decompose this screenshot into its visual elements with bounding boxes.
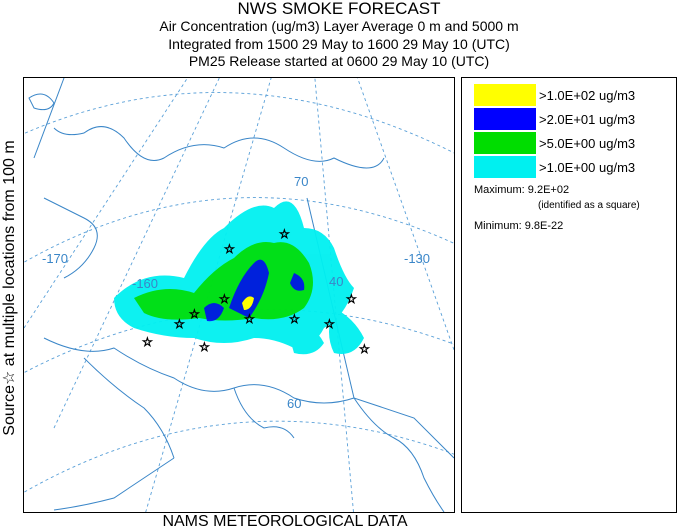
subtitle-release-time: PM25 Release started at 0600 29 May 10 (… <box>188 53 490 69</box>
source-star: ☆ <box>244 312 255 326</box>
source-star: ☆ <box>279 227 290 241</box>
source-star: ☆ <box>219 292 230 306</box>
subtitle-concentration: Air Concentration (ug/m3) Layer Average … <box>159 18 519 34</box>
legend-label: >5.0E+00 ug/m3 <box>539 135 636 151</box>
legend-panel: >1.0E+02 ug/m3 >2.0E+01 ug/m3 >5.0E+00 u… <box>461 77 677 513</box>
legend-label: >1.0E+02 ug/m3 <box>539 87 636 103</box>
legend-swatch <box>474 156 536 178</box>
smoke-plume-layer-2 <box>134 242 313 321</box>
smoke-plume-layer-3 <box>204 259 305 322</box>
source-star: ☆ <box>324 317 335 331</box>
source-star: ☆ <box>224 242 235 256</box>
legend-label: >1.0E+00 ug/m3 <box>539 159 636 175</box>
maximum-note: (identified as a square) <box>538 200 640 211</box>
source-markers: ☆ ☆ ☆ ☆ ☆ ☆ ☆ ☆ ☆ ☆ ☆ ☆ <box>142 227 371 357</box>
legend-item: >2.0E+01 ug/m3 <box>474 108 635 130</box>
coastline <box>28 78 454 512</box>
legend-swatch <box>474 132 536 154</box>
grid-label-lon-130: -130 <box>404 251 430 266</box>
grid-label-lat-70: 70 <box>294 174 308 189</box>
grid-label-lat-60: 60 <box>287 396 301 411</box>
legend-swatch <box>474 108 536 130</box>
source-star: ☆ <box>289 312 300 326</box>
source-star: ☆ <box>174 317 185 331</box>
source-location-label: Source☆ at multiple locations from 100 m <box>1 140 18 436</box>
source-star: ☆ <box>199 340 210 354</box>
legend-label: >2.0E+01 ug/m3 <box>539 111 636 127</box>
legend-item: >1.0E+02 ug/m3 <box>474 84 635 106</box>
legend-swatch <box>474 84 536 106</box>
source-star: ☆ <box>359 342 370 356</box>
smoke-map: ☆ ☆ ☆ ☆ ☆ ☆ ☆ ☆ ☆ ☆ ☆ ☆ -170 -160 40 -13… <box>23 77 455 513</box>
map-canvas: ☆ ☆ ☆ ☆ ☆ ☆ ☆ ☆ ☆ ☆ ☆ ☆ -170 -160 40 -13… <box>24 78 454 512</box>
grid-label-lon-140: 40 <box>329 274 343 289</box>
maximum-value: Maximum: 9.2E+02 <box>474 184 570 196</box>
minimum-value: Minimum: 9.8E-22 <box>474 220 564 232</box>
page-title: NWS SMOKE FORECAST <box>237 0 441 18</box>
legend-item: >5.0E+00 ug/m3 <box>474 132 635 154</box>
source-star: ☆ <box>189 307 200 321</box>
meteorological-data-label: NAMS METEOROLOGICAL DATA <box>162 513 408 530</box>
grid-label-lon-160: -160 <box>132 276 158 291</box>
grid-label-lon-170: -170 <box>42 251 68 266</box>
source-star: ☆ <box>346 292 357 306</box>
legend-item: >1.0E+00 ug/m3 <box>474 156 635 178</box>
source-star: ☆ <box>142 335 153 349</box>
subtitle-integration-period: Integrated from 1500 29 May to 1600 29 M… <box>168 36 510 52</box>
smoke-plume-layer-4 <box>242 296 254 310</box>
